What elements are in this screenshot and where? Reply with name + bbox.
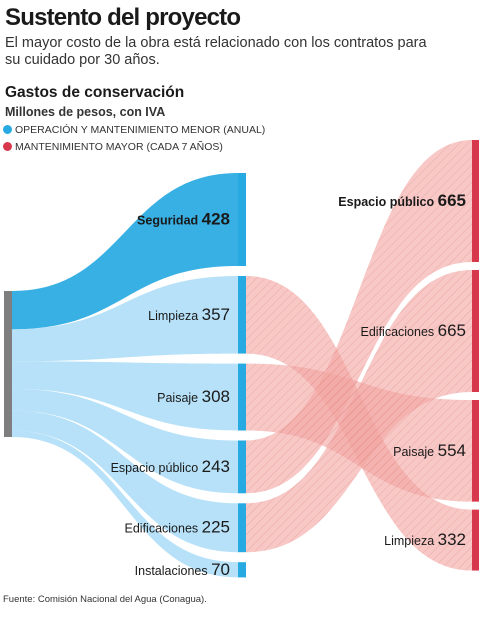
- legend-item-annual: OPERACIÓN Y MANTENIMIENTO MENOR (ANUAL): [3, 124, 265, 136]
- blue-flow-instalaciones: [12, 430, 238, 578]
- blue-label-name-paisaje: Paisaje: [157, 391, 201, 405]
- blue-label-name-instalaciones: Instalaciones: [135, 564, 211, 578]
- red-label-name-edificaciones: Edificaciones: [361, 325, 438, 339]
- blue-flow-edificaciones: [12, 410, 238, 553]
- blue-node-instalaciones: [238, 562, 246, 578]
- labels: Seguridad 428 Limpieza 357 Paisaje 308 Espa…: [111, 191, 466, 579]
- blue-flows: [12, 173, 238, 578]
- red-label-name-limpieza: Limpieza: [384, 534, 438, 548]
- blue-label-value-seguridad: 428: [202, 210, 230, 229]
- legend-label-major: MANTENIMIENTO MAYOR (CADA 7 AÑOS): [15, 141, 223, 153]
- blue-label-instalaciones: Instalaciones 70: [135, 560, 230, 579]
- blue-label-edificaciones: Edificaciones 225: [125, 518, 231, 537]
- chart-title: Gastos de conservación: [5, 84, 185, 101]
- red-label-value-edificaciones: 665: [438, 321, 466, 340]
- red-node-limpieza: [472, 509, 479, 571]
- source-note: Fuente: Comisión Nacional del Agua (Cona…: [3, 594, 207, 605]
- source-node: [4, 291, 12, 437]
- blue-label-name-edificaciones: Edificaciones: [125, 522, 202, 536]
- blue-node-limpieza: [238, 276, 246, 354]
- red-node-edificaciones: [472, 270, 479, 392]
- red-label-name-paisaje: Paisaje: [393, 445, 437, 459]
- red-flows: [246, 140, 472, 571]
- blue-node-espacio-publico: [238, 440, 246, 494]
- blue-label-name-limpieza: Limpieza: [148, 309, 202, 323]
- red-label-value-espacio-publico: 665: [438, 191, 466, 210]
- red-flow-hatch-limpieza: [246, 276, 472, 571]
- blue-flow-paisaje: [12, 361, 238, 431]
- legend-dot-red: [3, 142, 12, 151]
- red-flow-hatch-espacio-publico: [246, 140, 472, 494]
- legend-item-major: MANTENIMIENTO MAYOR (CADA 7 AÑOS): [3, 141, 223, 153]
- blue-label-limpieza: Limpieza 357: [148, 305, 230, 324]
- blue-label-value-paisaje: 308: [202, 387, 230, 406]
- nodes: [4, 140, 479, 578]
- blue-label-name-espacio-publico: Espacio público: [111, 461, 202, 475]
- red-label-value-limpieza: 332: [438, 530, 466, 549]
- blue-label-value-edificaciones: 225: [202, 518, 230, 537]
- blue-label-value-instalaciones: 70: [211, 560, 230, 579]
- red-label-paisaje: Paisaje 554: [393, 441, 466, 460]
- legend-dot-blue: [3, 125, 12, 134]
- red-node-espacio-publico: [472, 140, 479, 262]
- blue-flow-seguridad: [12, 173, 238, 330]
- red-label-value-paisaje: 554: [438, 441, 466, 460]
- blue-label-value-espacio-publico: 243: [202, 457, 230, 476]
- blue-flow-espacio-publico: [12, 388, 238, 494]
- blue-node-seguridad: [238, 173, 246, 266]
- red-node-paisaje: [472, 400, 479, 502]
- page-subtitle: El mayor costo de la obra está relaciona…: [5, 35, 427, 68]
- red-label-edificaciones: Edificaciones 665: [361, 321, 467, 340]
- blue-label-value-limpieza: 357: [202, 305, 230, 324]
- blue-node-paisaje: [238, 363, 246, 431]
- red-label-name-espacio-publico: Espacio público: [338, 195, 437, 209]
- blue-flow-limpieza: [12, 276, 238, 362]
- red-label-limpieza: Limpieza 332: [384, 530, 466, 549]
- blue-label-name-seguridad: Seguridad: [137, 214, 202, 228]
- legend-label-annual: OPERACIÓN Y MANTENIMIENTO MENOR (ANUAL): [15, 124, 266, 136]
- blue-label-espacio-publico: Espacio público 243: [111, 457, 230, 476]
- blue-label-paisaje: Paisaje 308: [157, 387, 230, 406]
- blue-node-edificaciones: [238, 503, 246, 553]
- red-label-espacio-publico: Espacio público 665: [338, 191, 466, 210]
- blue-label-seguridad: Seguridad 428: [137, 210, 230, 229]
- page-title: Sustento del proyecto: [5, 4, 241, 31]
- chart-units: Millones de pesos, con IVA: [5, 105, 166, 119]
